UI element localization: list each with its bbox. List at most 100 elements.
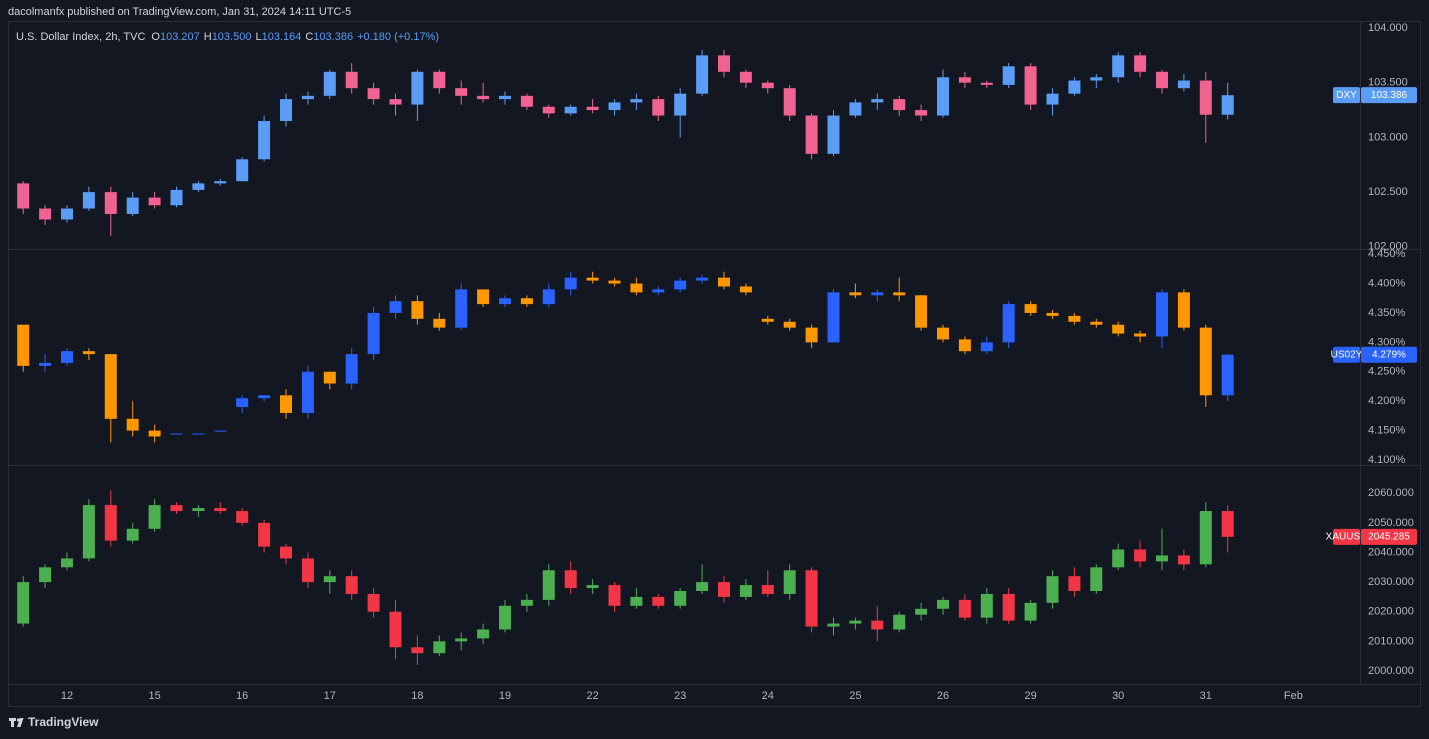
badge-value: 2045.285 [1368, 531, 1410, 542]
candle-body [542, 289, 555, 305]
candle-body [61, 351, 73, 363]
y-tick-label: 2050.000 [1368, 517, 1414, 529]
candle-body [783, 321, 796, 328]
candle-body [980, 82, 993, 85]
y-tick-label: 2010.000 [1368, 635, 1414, 647]
x-tick-label: 12 [61, 690, 73, 702]
y-tick-label: 2030.000 [1368, 576, 1414, 588]
candle-body [258, 121, 271, 160]
candle-body [696, 55, 709, 94]
candle-body [1156, 555, 1168, 562]
y-tick-label: 4.450% [1368, 248, 1406, 260]
y-tick-label: 103.500 [1368, 77, 1408, 89]
candle-body [1134, 55, 1147, 72]
candle-body [871, 620, 884, 630]
x-tick-label: 15 [148, 690, 160, 702]
candle-body [980, 593, 993, 618]
x-tick-label: 23 [674, 690, 686, 702]
candle-body [520, 599, 533, 606]
footer-brand: TradingView [28, 715, 99, 729]
x-tick-label: 22 [586, 690, 598, 702]
ohlc-key: L [255, 31, 261, 43]
candle-body [1112, 549, 1125, 568]
candle-body [937, 327, 949, 340]
y-tick-label: 2020.000 [1368, 606, 1414, 618]
candle-body [367, 312, 380, 355]
candle-body [104, 505, 117, 541]
candle-body [1156, 71, 1168, 89]
candle-body [345, 354, 358, 384]
candle-body [893, 292, 906, 296]
candle-body [958, 77, 971, 83]
candle-body [980, 342, 993, 352]
candle-body [1046, 93, 1059, 105]
candle-body [608, 280, 621, 284]
badge-symbol: XAUUSD [1326, 531, 1368, 542]
candle-body [1046, 312, 1059, 316]
price-badge: XAUUSD 2045.285 [1326, 528, 1417, 545]
badge-symbol-bg [1333, 87, 1360, 104]
candle-body [1002, 593, 1015, 621]
candle-body [170, 433, 183, 435]
candle-body [82, 351, 95, 355]
candle-body [1199, 511, 1212, 565]
badge-value: 103.386 [1371, 90, 1408, 101]
candle-body [630, 99, 643, 103]
badge-symbol-bg [1333, 346, 1360, 363]
candle-body [958, 599, 971, 618]
candle-body [805, 570, 818, 627]
candle-body [280, 395, 292, 413]
candle-body [520, 95, 533, 107]
candle-body [915, 110, 928, 116]
candle-body [915, 608, 928, 615]
candle-body [280, 546, 292, 559]
candle-body [542, 106, 555, 114]
candle-body [1177, 292, 1190, 328]
candle-body [586, 277, 599, 281]
candle-body [499, 298, 511, 305]
candle-body [411, 647, 424, 654]
badge-symbol: DXY [1336, 90, 1357, 101]
candle-body [915, 295, 928, 328]
candle-body [893, 614, 906, 630]
candle-body [82, 192, 95, 209]
candle-body [455, 289, 468, 328]
candle-body [39, 208, 52, 220]
candle-body [718, 582, 730, 597]
x-tick-label: 17 [324, 690, 336, 702]
candle-body [1156, 292, 1168, 337]
candle-body [739, 585, 752, 597]
candle-body [827, 292, 840, 343]
candle-body [258, 395, 271, 399]
candle-body [39, 567, 52, 583]
candle-body [214, 508, 227, 512]
candle-body [827, 623, 840, 627]
candle-body [389, 301, 402, 313]
badge-value: 4.279% [1372, 349, 1406, 360]
candle-body [783, 88, 796, 116]
candle-body [477, 95, 490, 100]
candle-body [236, 398, 249, 408]
badge-value-bg [1361, 87, 1417, 104]
candle-body [367, 88, 380, 100]
y-tick-label: 102.000 [1368, 241, 1408, 253]
candle-body [696, 277, 709, 281]
y-tick-label: 102.500 [1368, 186, 1408, 198]
candle-body [1134, 333, 1147, 337]
candle-body [849, 292, 862, 296]
candle-body [805, 115, 818, 154]
ohlc-key: O [151, 31, 160, 43]
candle-body [236, 159, 249, 182]
x-tick-label: 31 [1200, 690, 1212, 702]
candle-body [214, 181, 227, 184]
candle-body [1221, 354, 1234, 396]
candle-body [630, 283, 643, 293]
candle-body [104, 192, 117, 214]
candle-body [1090, 567, 1103, 591]
candle-body [652, 596, 665, 606]
candle-body [280, 99, 292, 122]
x-tick-label: 25 [849, 690, 861, 702]
badge-symbol: US02Y [1331, 349, 1363, 360]
candle-body [1068, 576, 1081, 591]
